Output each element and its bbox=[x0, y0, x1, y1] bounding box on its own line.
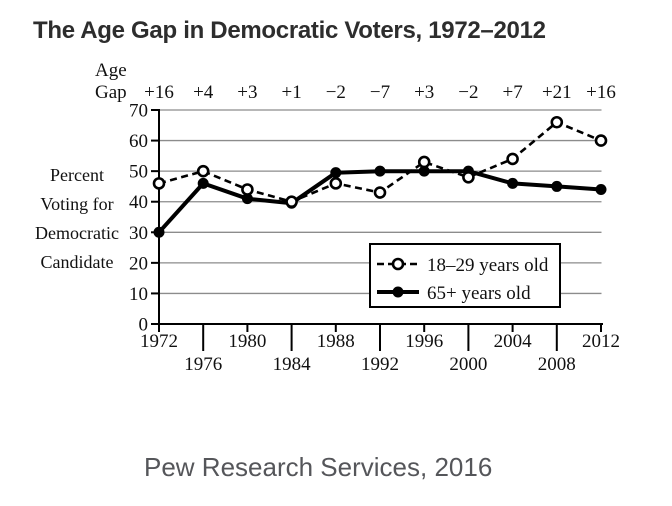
age-gap-value: +3 bbox=[237, 82, 257, 103]
age-gap-header-line2: Gap bbox=[95, 82, 127, 103]
age-gap-value: +16 bbox=[144, 82, 174, 103]
y-tick-label: 10 bbox=[129, 284, 148, 305]
series-65plus-point bbox=[507, 177, 519, 189]
x-tick-label: 1980 bbox=[228, 331, 266, 352]
age-gap-value: −7 bbox=[370, 82, 390, 103]
y-tick-label: 60 bbox=[129, 131, 148, 152]
y-axis-caption-line: Percent bbox=[50, 165, 104, 185]
x-tick-label: 1976 bbox=[184, 354, 222, 375]
y-tick-label: 70 bbox=[129, 101, 148, 122]
series-65plus-point bbox=[330, 167, 342, 179]
legend-label-18-29: 18–29 years old bbox=[427, 255, 549, 276]
series-18-29-point bbox=[196, 164, 210, 178]
age-gap-value: +21 bbox=[542, 82, 572, 103]
source-caption: Pew Research Services, 2016 bbox=[144, 452, 493, 482]
series-65plus-point bbox=[595, 183, 607, 195]
x-tick-label: 1992 bbox=[361, 354, 399, 375]
legend-box bbox=[369, 243, 561, 308]
series-65plus-point bbox=[153, 226, 165, 238]
legend-open-circle-icon bbox=[391, 257, 405, 271]
series-18-29-point bbox=[417, 155, 431, 169]
y-axis-caption-line: Democratic bbox=[35, 223, 119, 243]
age-gap-value: +3 bbox=[414, 82, 434, 103]
y-tick-label: 40 bbox=[129, 192, 148, 213]
legend-filled-circle-icon bbox=[392, 286, 404, 298]
y-tick-label: 30 bbox=[129, 223, 148, 244]
series-18-29-point bbox=[462, 170, 475, 184]
x-tick-label: 2004 bbox=[494, 331, 533, 352]
series-65plus-point bbox=[241, 193, 253, 205]
x-tick-label: 2008 bbox=[538, 354, 576, 375]
age-gap-value: +16 bbox=[586, 82, 616, 103]
legend-label-65plus: 65+ years old bbox=[427, 283, 531, 304]
series-18-29-point bbox=[506, 152, 519, 166]
y-tick-label: 20 bbox=[129, 253, 148, 274]
series-65plus-point bbox=[374, 165, 386, 177]
age-gap-value: −2 bbox=[326, 82, 346, 103]
age-gap-value: +4 bbox=[193, 82, 214, 103]
y-tick-label: 50 bbox=[129, 162, 148, 183]
x-tick-label: 1996 bbox=[405, 331, 443, 352]
y-axis-caption-line: Candidate bbox=[41, 252, 114, 272]
series-18-29-point bbox=[152, 177, 166, 190]
series-18-29-point bbox=[329, 177, 343, 190]
age-gap-value: −2 bbox=[458, 82, 478, 103]
x-tick-label: 1988 bbox=[317, 331, 355, 352]
series-18-29-point bbox=[241, 183, 254, 196]
series-18-29-point bbox=[285, 195, 298, 209]
chart-title: The Age Gap in Democratic Voters, 1972–2… bbox=[33, 17, 546, 44]
series-65plus-point bbox=[551, 180, 563, 192]
age-gap-value: +1 bbox=[281, 82, 301, 103]
series-18-29-point bbox=[550, 115, 564, 129]
series-18-29-point bbox=[373, 186, 387, 199]
y-axis-caption-line: Voting for bbox=[40, 194, 113, 214]
x-tick-label: 2000 bbox=[449, 354, 487, 375]
series-18-29-point bbox=[594, 134, 608, 147]
age-gap-header-line1: Age bbox=[95, 60, 127, 81]
series-65plus-point bbox=[418, 165, 430, 177]
x-tick-label: 1972 bbox=[140, 331, 178, 352]
x-tick-label: 2012 bbox=[582, 331, 620, 352]
age-gap-value: +7 bbox=[502, 82, 522, 103]
series-65plus-point bbox=[197, 177, 209, 189]
y-tick-label: 0 bbox=[139, 315, 149, 336]
x-tick-label: 1984 bbox=[273, 354, 312, 375]
